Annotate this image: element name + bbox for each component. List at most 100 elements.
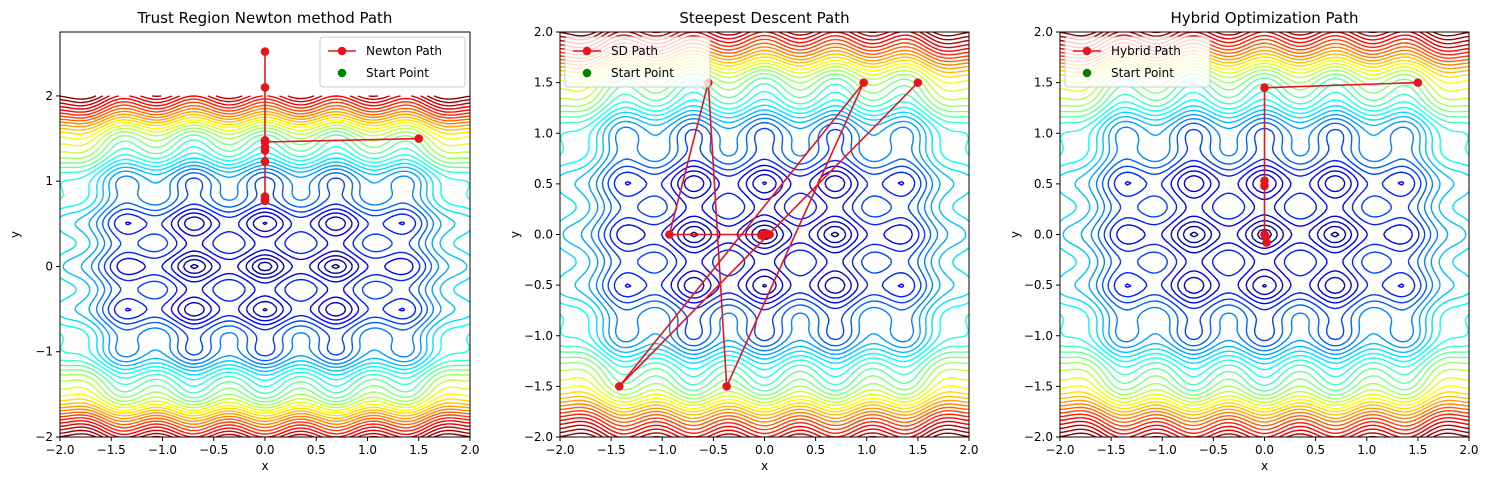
y-tick-label: 0.0 [1034, 228, 1053, 242]
y-tick-label: 0 [45, 259, 53, 273]
chart-title: Hybrid Optimization Path [1171, 9, 1359, 27]
contour-line [109, 202, 421, 331]
y-tick-label: −2 [35, 430, 53, 444]
legend-label: SD Path [611, 44, 658, 58]
contour-line [60, 116, 470, 417]
contour-line [60, 156, 470, 376]
contour-line [560, 62, 969, 407]
x-tick-label: 0.0 [1255, 443, 1274, 457]
y-tick-label: 0.5 [534, 177, 553, 191]
x-tick-label: −1.5 [597, 443, 626, 457]
legend-box [1064, 36, 1211, 88]
contour-line [60, 110, 470, 423]
y-axis-label: y [508, 231, 522, 238]
path-marker [260, 47, 270, 56]
contour-line [1176, 173, 1353, 296]
x-tick-label: −2.0 [45, 443, 74, 457]
path-layer [1260, 78, 1423, 247]
legend-marker-swatch [337, 46, 347, 56]
contour-line [1116, 164, 1413, 305]
contour-line [189, 261, 341, 272]
path-layer [615, 78, 923, 391]
contour-line [1060, 77, 1469, 392]
y-tick-label: −1.5 [1024, 379, 1053, 393]
panel-trust-region-newton: −2.0 −1.5 −1.0 −0.5 0.0 0.5 1.0 1.5 2.0 −2−1012 … [8, 9, 480, 473]
contour-line [1060, 104, 1469, 365]
contour-line [60, 145, 470, 388]
x-tick-label: −2.0 [545, 443, 574, 457]
y-axis-ticks: −2 −1 0 1 2 [35, 89, 60, 444]
y-axis-label: y [8, 231, 22, 238]
x-tick-label: 0.0 [755, 443, 774, 457]
y-tick-label: 0.5 [1034, 177, 1053, 191]
contour-line [1062, 109, 1467, 360]
contour-line [90, 167, 440, 366]
legend-label: Newton Path [366, 44, 442, 58]
contour-line [676, 173, 853, 296]
x-tick-label: −1.5 [1097, 443, 1126, 457]
x-axis-ticks: −2.0 −1.5 −1.0 −0.5 0.0 0.5 1.0 1.5 2.0 [545, 437, 979, 457]
path-marker [1260, 181, 1269, 191]
panel-steepest-descent: −2.0 −1.5 −1.0 −0.5 0.0 0.5 1.0 1.5 2.0 −2.0 −1.5… [508, 9, 979, 473]
x-tick-label: 2.0 [460, 443, 479, 457]
y-axis-ticks: −2.0 −1.5 −1.0 −0.5 0.0 0.5 1.0 1.5 2.0 [1024, 25, 1060, 444]
chart-title: Trust Region Newton method Path [137, 9, 393, 27]
contour-line [1109, 158, 1420, 311]
contour-line [60, 104, 470, 429]
contour-line [682, 181, 847, 288]
x-tick-label: 1.0 [1357, 443, 1376, 457]
path-marker [260, 157, 270, 166]
x-tick-label: −1.5 [97, 443, 126, 457]
contour-line [1060, 65, 1469, 404]
contour-line [1060, 82, 1469, 387]
x-tick-label: 1.0 [857, 443, 876, 457]
x-tick-label: −2.0 [1045, 443, 1074, 457]
contour-line [60, 121, 470, 412]
y-tick-label: −1 [35, 345, 53, 359]
legend-box [319, 36, 466, 88]
contour-line [560, 98, 969, 371]
x-tick-label: 1.0 [358, 443, 377, 457]
contour-background [1060, 32, 1469, 437]
x-axis-label: x [261, 459, 268, 473]
y-tick-label: 1 [45, 174, 53, 188]
y-tick-label: −1.5 [524, 379, 553, 393]
x-tick-label: 0.0 [255, 443, 274, 457]
x-axis-label: x [761, 459, 768, 473]
y-tick-label: 2.0 [534, 25, 553, 39]
contour-line [97, 171, 433, 362]
contour-line [1060, 32, 1469, 437]
x-tick-label: 0.5 [307, 443, 326, 457]
legend-marker-swatch [582, 46, 592, 56]
y-tick-label: 2.0 [1034, 25, 1053, 39]
contour-line [1170, 169, 1359, 300]
path-marker [615, 382, 624, 391]
contour-line [62, 160, 468, 373]
path-layer [260, 47, 424, 206]
y-tick-label: 1.0 [534, 126, 553, 140]
legend-start-swatch [1082, 68, 1092, 78]
legend-box [564, 36, 711, 88]
contour-line [177, 215, 353, 318]
legend-start-swatch [582, 68, 592, 78]
y-tick-label: 1.5 [534, 76, 553, 90]
contour-line [560, 77, 969, 392]
contour-line [560, 82, 969, 387]
contour-line [560, 59, 969, 410]
x-axis-ticks: −2.0 −1.5 −1.0 −0.5 0.0 0.5 1.0 1.5 2.0 [45, 437, 480, 457]
contour-line [60, 127, 470, 406]
contour-line [60, 119, 470, 414]
contour-line [182, 221, 348, 312]
y-tick-label: 0.0 [534, 228, 553, 242]
y-tick-label: −0.5 [1024, 278, 1053, 292]
contour-line [80, 164, 450, 369]
contour-line [116, 207, 414, 326]
path-marker [260, 83, 270, 92]
contour-line [1097, 121, 1432, 348]
y-tick-label: −0.5 [524, 278, 553, 292]
legend-start-swatch [337, 68, 347, 78]
x-tick-label: 1.5 [409, 443, 428, 457]
path-marker [859, 78, 868, 87]
contour-background [60, 95, 470, 437]
path-marker [913, 78, 923, 87]
